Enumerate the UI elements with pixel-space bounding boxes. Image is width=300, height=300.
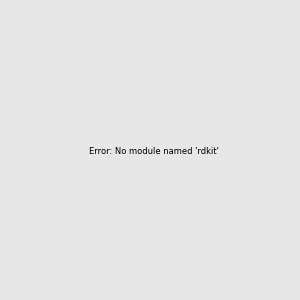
Text: Error: No module named 'rdkit': Error: No module named 'rdkit'	[89, 147, 219, 156]
